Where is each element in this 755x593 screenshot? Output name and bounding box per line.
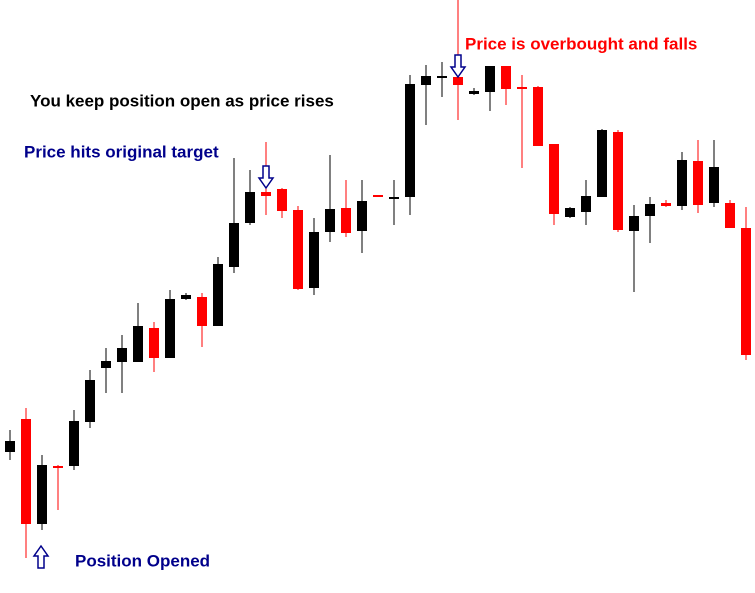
candle-body [165, 299, 175, 358]
candle-body [341, 208, 351, 233]
candle-body [181, 295, 191, 299]
candle-body [565, 208, 575, 217]
annotation: Price hits original target [24, 142, 219, 161]
candle-body [277, 189, 287, 211]
candle-body [229, 223, 239, 267]
candle-body [549, 144, 559, 214]
candle-body [405, 84, 415, 197]
arrow [32, 544, 50, 569]
candle-body [661, 203, 671, 206]
candle-body [485, 66, 495, 92]
candle-body [37, 465, 47, 524]
candle-body [213, 264, 223, 326]
arrow [257, 165, 275, 190]
annotation: Price is overbought and falls [465, 34, 697, 53]
candle-body [101, 361, 111, 368]
candle-body [517, 87, 527, 89]
candle-body [677, 160, 687, 206]
candle-body [725, 203, 735, 228]
candle-body [293, 210, 303, 289]
candle-body [597, 130, 607, 197]
arrow [449, 54, 467, 79]
candle-body [357, 201, 367, 231]
candle-body [437, 76, 447, 78]
candle-body [389, 197, 399, 199]
candle-body [197, 297, 207, 326]
candle-body [149, 328, 159, 358]
candle-body [421, 76, 431, 85]
candle-body [501, 66, 511, 89]
candle-body [629, 216, 639, 231]
candle-body [69, 421, 79, 466]
candle-body [613, 132, 623, 230]
candle-body [117, 348, 127, 362]
candle-body [325, 209, 335, 232]
candle-body [741, 228, 751, 355]
annotation: You keep position open as price rises [30, 91, 334, 110]
candle-body [261, 192, 271, 196]
candle-body [469, 91, 479, 94]
candle-body [5, 441, 15, 452]
candle-body [53, 466, 63, 468]
candles [5, 0, 751, 558]
candle-body [245, 192, 255, 223]
candle-body [85, 380, 95, 422]
candle-body [21, 419, 31, 524]
candle-body [133, 326, 143, 362]
candle-body [693, 161, 703, 205]
candle-body [709, 167, 719, 203]
annotation: Position Opened [75, 551, 210, 570]
candle-body [581, 196, 591, 212]
candle-body [453, 77, 463, 85]
candle-body [533, 87, 543, 146]
candle-body [645, 204, 655, 216]
candle-body [309, 232, 319, 288]
candle-body [373, 195, 383, 197]
